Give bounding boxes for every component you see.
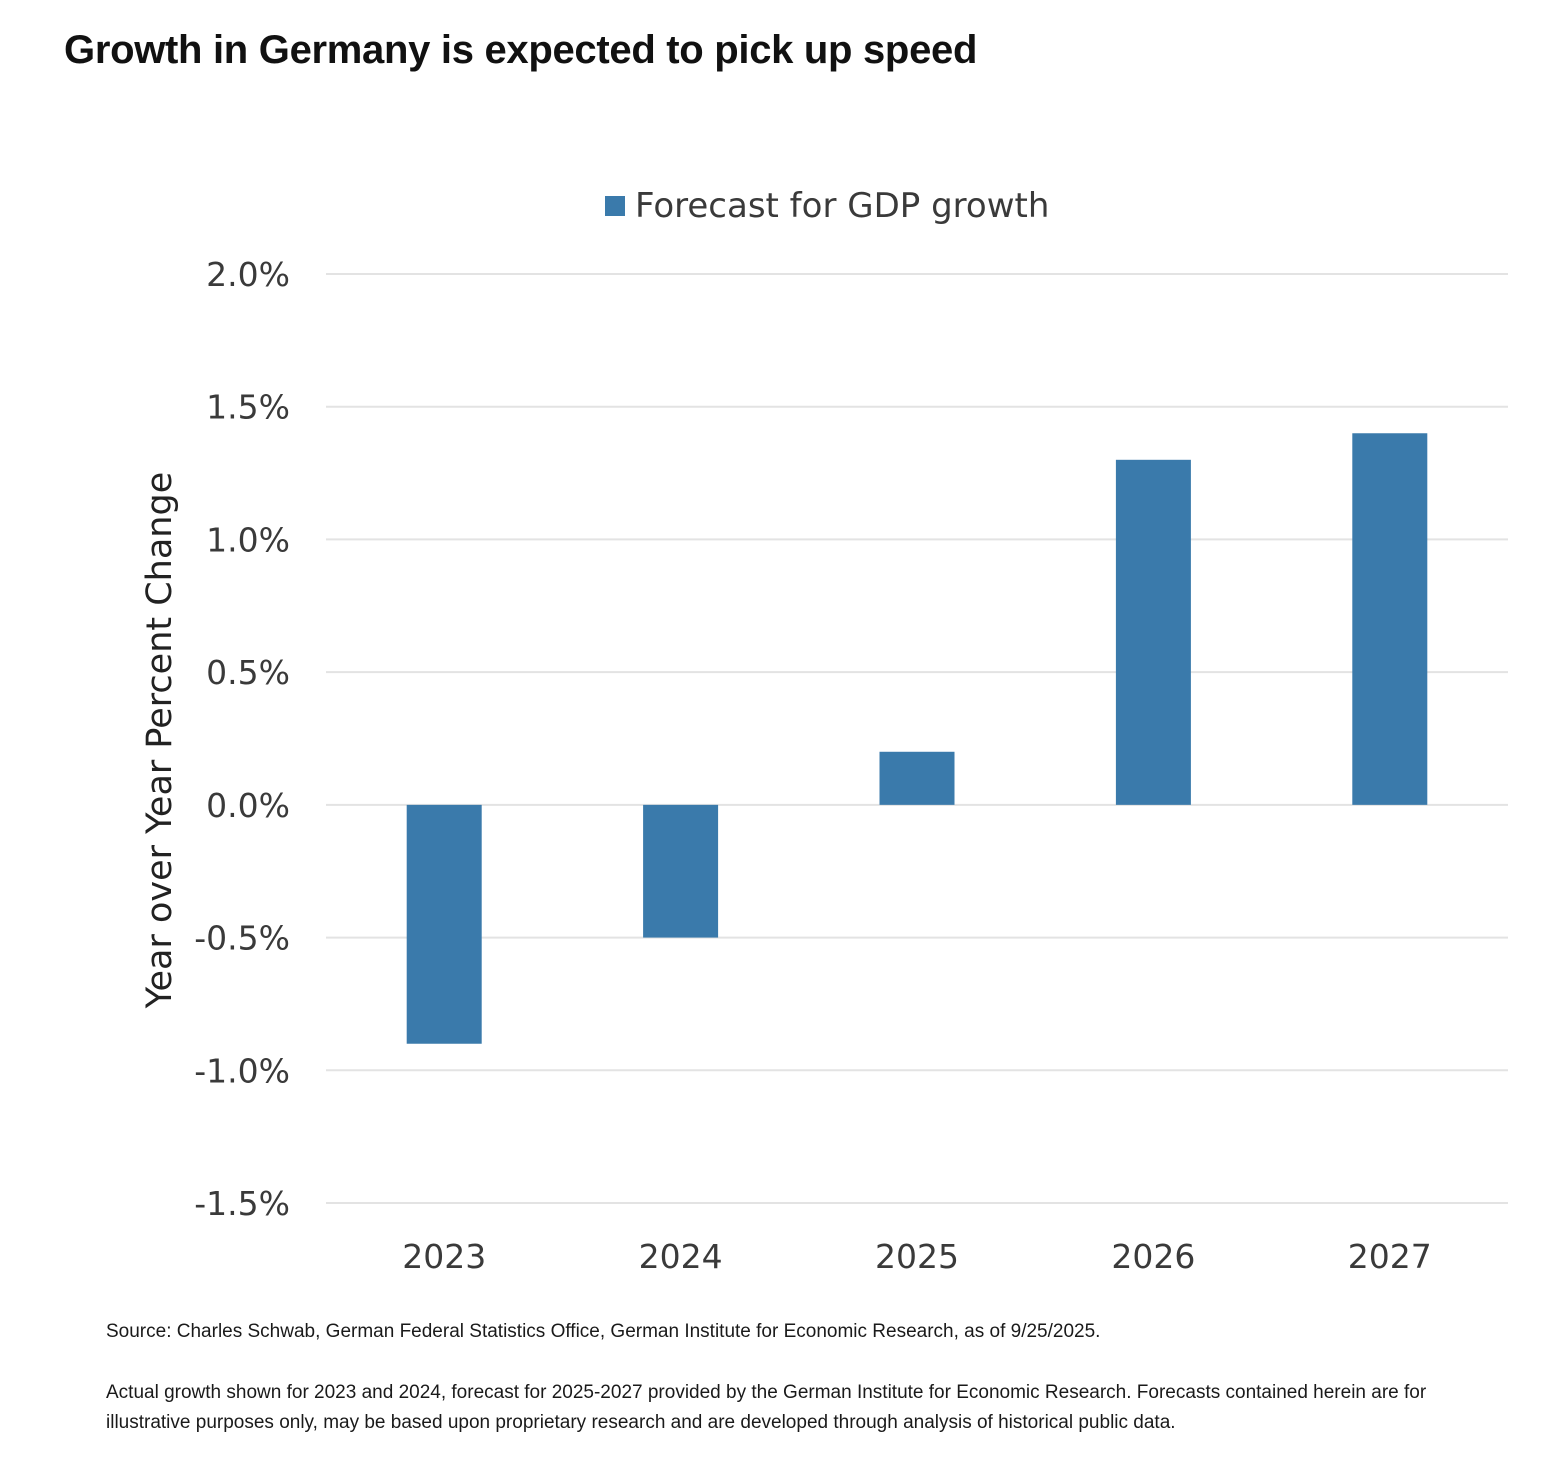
source-note: Source: Charles Schwab, German Federal S… (106, 1321, 1101, 1342)
y-tick-label: 0.0% (206, 786, 290, 825)
y-tick-label: -1.0% (194, 1051, 290, 1090)
x-axis-ticks: 2023 2024 2025 2026 2027 (402, 1237, 1432, 1276)
bar-2023 (406, 804, 482, 1044)
y-tick-label: 1.5% (206, 388, 290, 427)
footnote: Actual growth shown for 2023 and 2024, f… (106, 1382, 1427, 1433)
x-tick-label: 2026 (1111, 1237, 1195, 1276)
bar-2026 (1115, 459, 1191, 805)
legend-label: Forecast for GDP growth (635, 186, 1050, 226)
bars (406, 433, 1428, 1044)
legend-swatch (605, 196, 625, 216)
gridlines (326, 273, 1508, 1204)
bar-2024 (643, 804, 719, 938)
x-tick-label: 2025 (875, 1237, 959, 1276)
y-tick-label: 0.5% (206, 653, 290, 692)
x-tick-label: 2024 (639, 1237, 723, 1276)
y-tick-label: -0.5% (194, 919, 290, 958)
y-axis-ticks: 2.0% 1.5% 1.0% 0.5% 0.0% -0.5% -1.0% -1.5% (194, 255, 290, 1223)
y-tick-label: 2.0% (206, 255, 290, 294)
page-title: Growth in Germany is expected to pick up… (64, 28, 978, 72)
y-tick-label: -1.5% (194, 1184, 290, 1223)
bar-2025 (879, 751, 955, 805)
chart-legend: Forecast for GDP growth (605, 184, 1049, 228)
x-tick-label: 2027 (1348, 1237, 1432, 1276)
bar-chart: 2.0% 1.5% 1.0% 0.5% 0.0% -0.5% -1.0% -1.5% 2023… (194, 255, 1508, 1276)
x-tick-label: 2023 (402, 1237, 486, 1276)
bar-2027 (1352, 433, 1428, 805)
y-tick-label: 1.0% (206, 520, 290, 559)
